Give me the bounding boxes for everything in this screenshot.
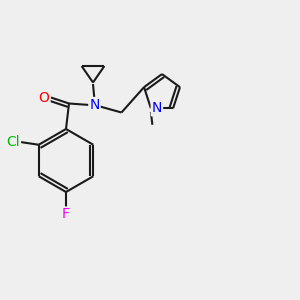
Text: N: N — [152, 101, 162, 115]
Text: N: N — [89, 98, 100, 112]
Text: O: O — [39, 91, 50, 104]
Text: F: F — [62, 208, 70, 221]
Text: Cl: Cl — [6, 135, 20, 149]
